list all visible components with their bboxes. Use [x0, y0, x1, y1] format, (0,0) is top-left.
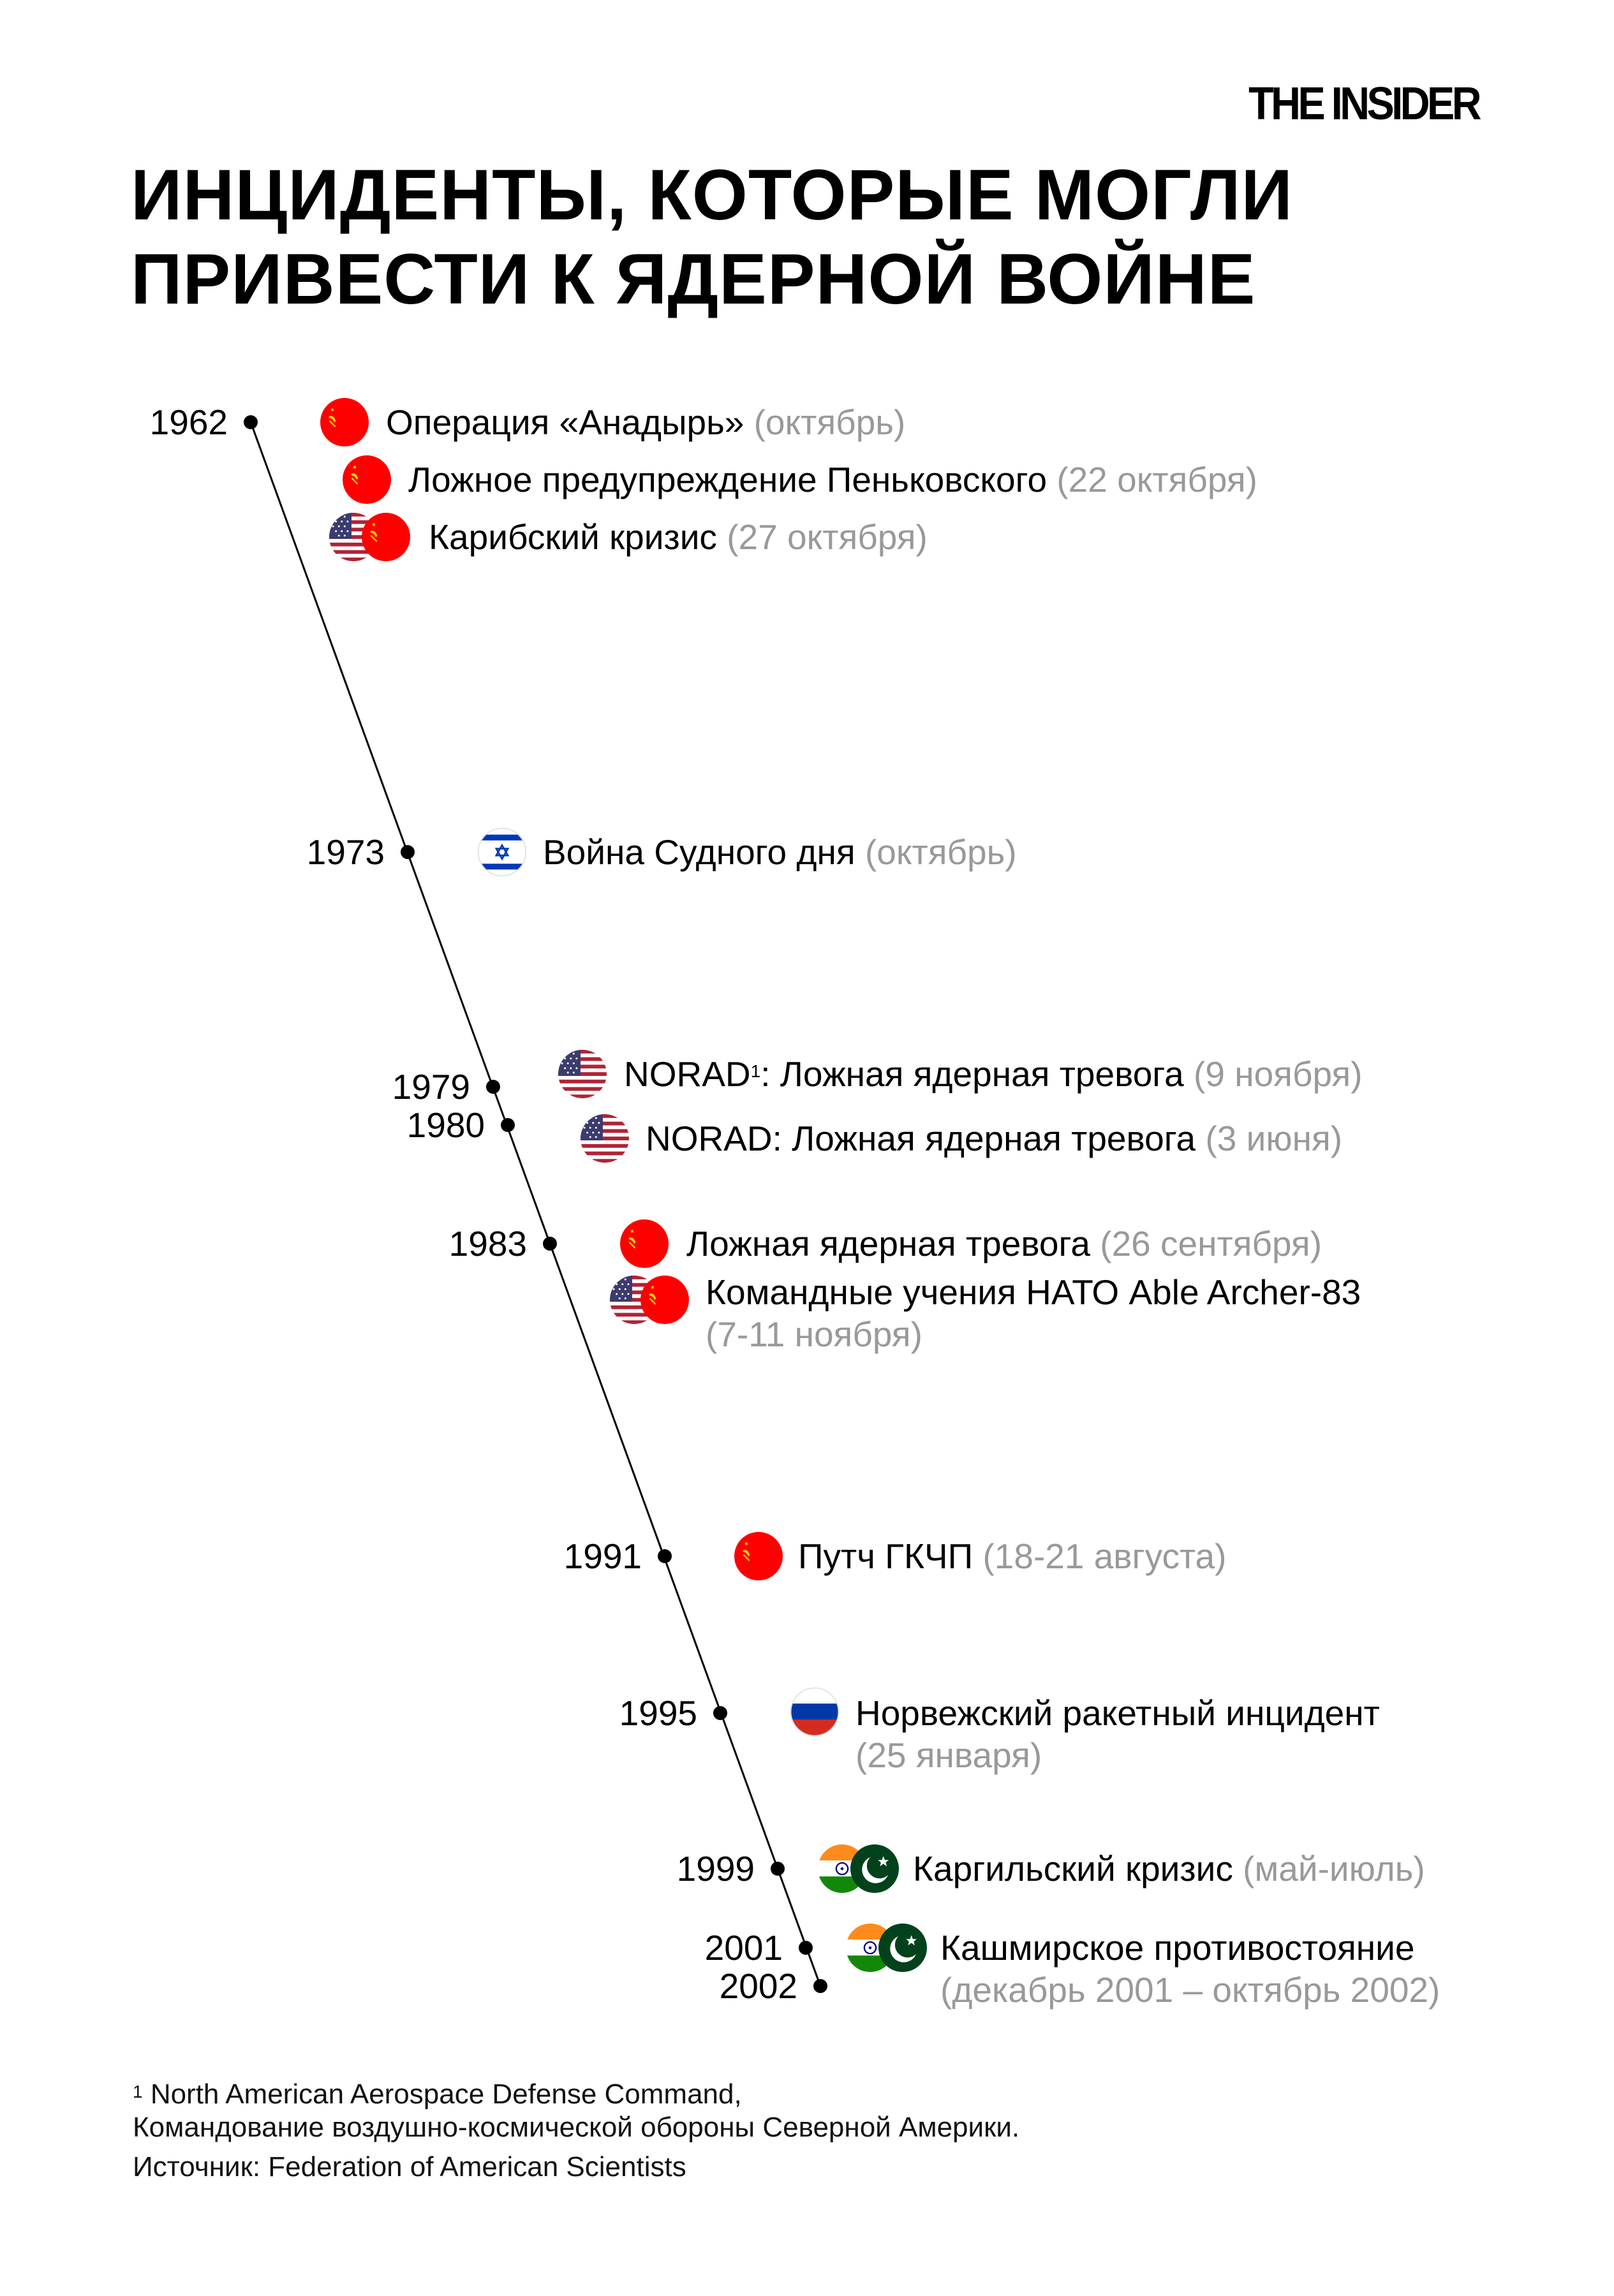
- timeline-dot-1980: [501, 1118, 515, 1132]
- year-label: 1979: [392, 1067, 470, 1107]
- timeline-dot-1962: [244, 415, 258, 429]
- year-label: 1962: [149, 402, 228, 442]
- event-item: Ложное предупреждение Пеньковского (22 о…: [408, 459, 1257, 501]
- year-label: 2001: [704, 1928, 783, 1968]
- ussr-flag-icon: [734, 1532, 783, 1580]
- event-date: (27 октября): [727, 517, 928, 557]
- event-title: Путч ГКЧП: [798, 1536, 974, 1576]
- event-item: Каргильский кризис (май-июль): [913, 1848, 1425, 1890]
- event-title: NORAD: [624, 1054, 751, 1094]
- event-date: (26 сентября): [1100, 1224, 1322, 1263]
- timeline-dot-2002: [813, 1979, 827, 1993]
- event-item: Путч ГКЧП (18-21 августа): [798, 1535, 1226, 1577]
- footnote-ref: 1: [750, 1061, 761, 1081]
- event-title: NORAD: Ложная ядерная тревога: [646, 1119, 1196, 1158]
- brand-logo: THE INSIDER: [1248, 78, 1481, 129]
- title-line-1: ИНЦИДЕНТЫ, КОТОРЫЕ МОГЛИ: [131, 155, 1293, 235]
- year-label: 1995: [619, 1693, 697, 1733]
- timeline-dot-1991: [658, 1549, 672, 1563]
- event-date: (18-21 августа): [982, 1536, 1227, 1576]
- source-note: Источник: Federation of American Scienti…: [133, 2151, 686, 2182]
- event-title: Ложная ядерная тревога: [686, 1224, 1090, 1263]
- event-title: Война Судного дня: [543, 832, 855, 872]
- event-item: Война Судного дня (октябрь): [543, 831, 1017, 873]
- event-title: Командные учения НАТО Able Archer-83: [706, 1272, 1361, 1312]
- footnote-mark: 1: [133, 2082, 143, 2101]
- event-date: (7-11 ноября): [706, 1314, 922, 1354]
- event-title: Операция «Анадырь»: [386, 402, 744, 442]
- event-item: Ложная ядерная тревога (26 сентября): [686, 1223, 1322, 1265]
- pakistan-flag-icon: [878, 1924, 927, 1972]
- ussr-flag-icon: [362, 513, 410, 561]
- event-date: (3 июня): [1205, 1119, 1343, 1158]
- year-label: 1999: [676, 1849, 755, 1888]
- event-title: Кашмирское противостояние: [940, 1928, 1415, 1968]
- year-label: 2002: [719, 1966, 797, 2006]
- timeline-dot-1979: [486, 1080, 500, 1094]
- event-item: NORAD1: Ложная ядерная тревога (9 ноября…: [624, 1053, 1363, 1095]
- usa-flag-icon: [558, 1050, 607, 1098]
- timeline-dot-2001: [799, 1941, 813, 1955]
- event-item: Операция «Анадырь» (октябрь): [386, 401, 905, 443]
- event-date: (октябрь): [753, 402, 906, 442]
- event-date: (25 января): [855, 1735, 1042, 1775]
- footnote-line-1: North American Aerospace Defense Command…: [150, 2079, 742, 2110]
- page-title: ИНЦИДЕНТЫ, КОТОРЫЕ МОГЛИ ПРИВЕСТИ К ЯДЕР…: [131, 153, 1293, 321]
- title-line-2: ПРИВЕСТИ К ЯДЕРНОЙ ВОЙНЕ: [131, 239, 1256, 319]
- event-date: (май-июль): [1243, 1849, 1425, 1888]
- usa-flag-icon: [581, 1114, 629, 1163]
- timeline-dot-1995: [713, 1706, 727, 1720]
- timeline-dot-1999: [771, 1862, 785, 1876]
- event-item: Норвежский ракетный инцидент (25 января): [855, 1692, 1380, 1776]
- event-date: (9 ноября): [1194, 1054, 1363, 1094]
- event-item: Карибский кризис (27 октября): [429, 516, 928, 558]
- timeline-dot-1973: [401, 845, 415, 859]
- event-date: (22 октября): [1056, 460, 1257, 499]
- event-title-rest: : Ложная ядерная тревога: [760, 1054, 1184, 1094]
- timeline-line: [249, 422, 822, 1987]
- event-date: (октябрь): [864, 832, 1017, 872]
- timeline-dot-1983: [543, 1237, 557, 1251]
- year-label: 1980: [406, 1105, 485, 1145]
- event-title: Каргильский кризис: [913, 1849, 1233, 1888]
- israel-flag-icon: [478, 828, 526, 876]
- ussr-flag-icon: [343, 455, 391, 504]
- ussr-flag-icon: [320, 398, 369, 446]
- event-title: Ложное предупреждение Пеньковского: [408, 460, 1048, 499]
- year-label: 1983: [448, 1224, 527, 1263]
- event-title: Норвежский ракетный инцидент: [855, 1693, 1380, 1733]
- footnote-1: 1 North American Aerospace Defense Comma…: [133, 2078, 742, 2111]
- event-title: Карибский кризис: [429, 517, 717, 557]
- event-item: Командные учения НАТО Able Archer-83 (7-1…: [706, 1271, 1361, 1355]
- ussr-flag-icon: [620, 1219, 669, 1268]
- year-label: 1973: [306, 832, 385, 872]
- russia-flag-icon: [790, 1688, 839, 1736]
- pakistan-flag-icon: [850, 1844, 899, 1893]
- footnote-line-2: Командование воздушно-космической оборон…: [133, 2112, 1020, 2143]
- year-label: 1991: [563, 1536, 642, 1576]
- event-item: NORAD: Ложная ядерная тревога (3 июня): [646, 1117, 1342, 1159]
- event-item: Кашмирское противостояние (декабрь 2001 –…: [940, 1927, 1440, 2011]
- event-date: (декабрь 2001 – октябрь 2002): [940, 1970, 1440, 2010]
- ussr-flag-icon: [640, 1276, 689, 1324]
